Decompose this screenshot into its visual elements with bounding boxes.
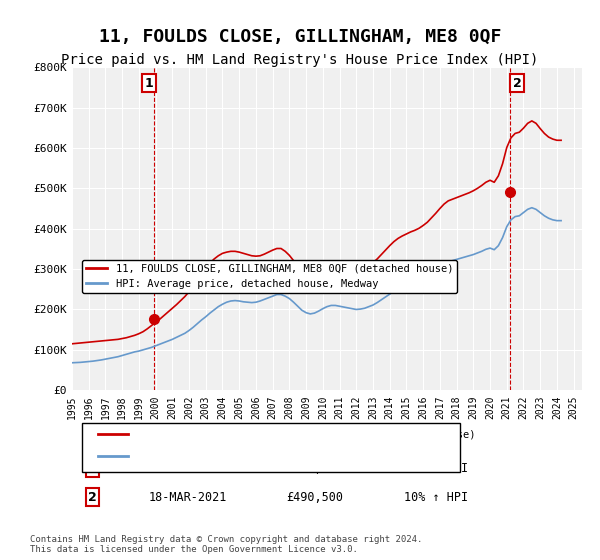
Text: 18-MAR-2021: 18-MAR-2021	[149, 491, 227, 504]
Text: 11, FOULDS CLOSE, GILLINGHAM, ME8 0QF: 11, FOULDS CLOSE, GILLINGHAM, ME8 0QF	[99, 28, 501, 46]
Text: £490,500: £490,500	[286, 491, 343, 504]
Text: £176,000: £176,000	[286, 461, 343, 474]
Text: 11, FOULDS CLOSE, GILLINGHAM, ME8 0QF (detached house): 11, FOULDS CLOSE, GILLINGHAM, ME8 0QF (d…	[139, 430, 476, 439]
FancyBboxPatch shape	[82, 423, 460, 473]
Text: 2: 2	[512, 77, 521, 90]
Text: HPI: Average price, detached house, Medway: HPI: Average price, detached house, Medw…	[139, 451, 401, 461]
Legend: 11, FOULDS CLOSE, GILLINGHAM, ME8 0QF (detached house), HPI: Average price, deta: 11, FOULDS CLOSE, GILLINGHAM, ME8 0QF (d…	[82, 260, 457, 293]
Text: 10% ↑ HPI: 10% ↑ HPI	[404, 491, 467, 504]
Text: Contains HM Land Registry data © Crown copyright and database right 2024.
This d: Contains HM Land Registry data © Crown c…	[30, 535, 422, 554]
Text: Price paid vs. HM Land Registry's House Price Index (HPI): Price paid vs. HM Land Registry's House …	[61, 53, 539, 67]
Text: 30-NOV-1999: 30-NOV-1999	[149, 461, 227, 474]
Text: 2: 2	[88, 491, 97, 504]
Text: 1: 1	[88, 461, 97, 474]
Text: 1: 1	[145, 77, 154, 90]
Text: 45% ↑ HPI: 45% ↑ HPI	[404, 461, 467, 474]
